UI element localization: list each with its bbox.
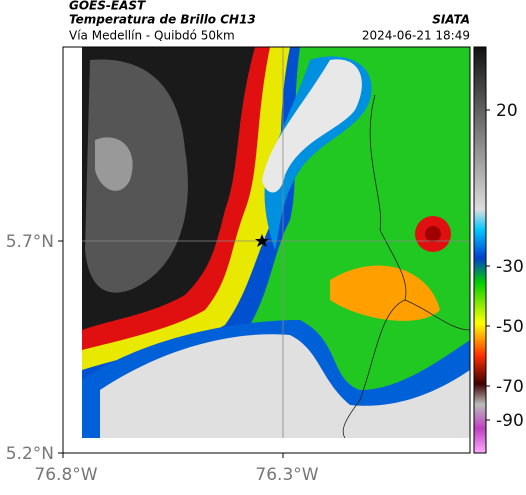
lat-label: 5.2°N: [6, 444, 54, 464]
title: GOES-EAST: [69, 0, 146, 13]
colorbar-label: -70: [496, 377, 524, 397]
colorbar: [473, 46, 487, 454]
colorbar-label: -50: [496, 317, 524, 337]
datetime: 2024-06-21 18:49: [362, 29, 470, 43]
lon-label: 76.8°W: [34, 465, 97, 485]
colorbar-label: 20: [496, 101, 518, 121]
lat-label: 5.7°N: [6, 232, 54, 252]
colorbar-label: -90: [496, 411, 524, 431]
colorbar-ticks: [486, 109, 490, 421]
map-frame: [62, 46, 471, 454]
region: Vía Medellín - Quibdó 50km: [69, 29, 235, 43]
satellite-image: [82, 47, 470, 438]
colorbar-label: -30: [496, 257, 524, 277]
source: SIATA: [432, 13, 470, 27]
lon-label: 76.3°W: [255, 465, 318, 485]
subtitle: Temperatura de Brillo CH13: [69, 13, 256, 27]
